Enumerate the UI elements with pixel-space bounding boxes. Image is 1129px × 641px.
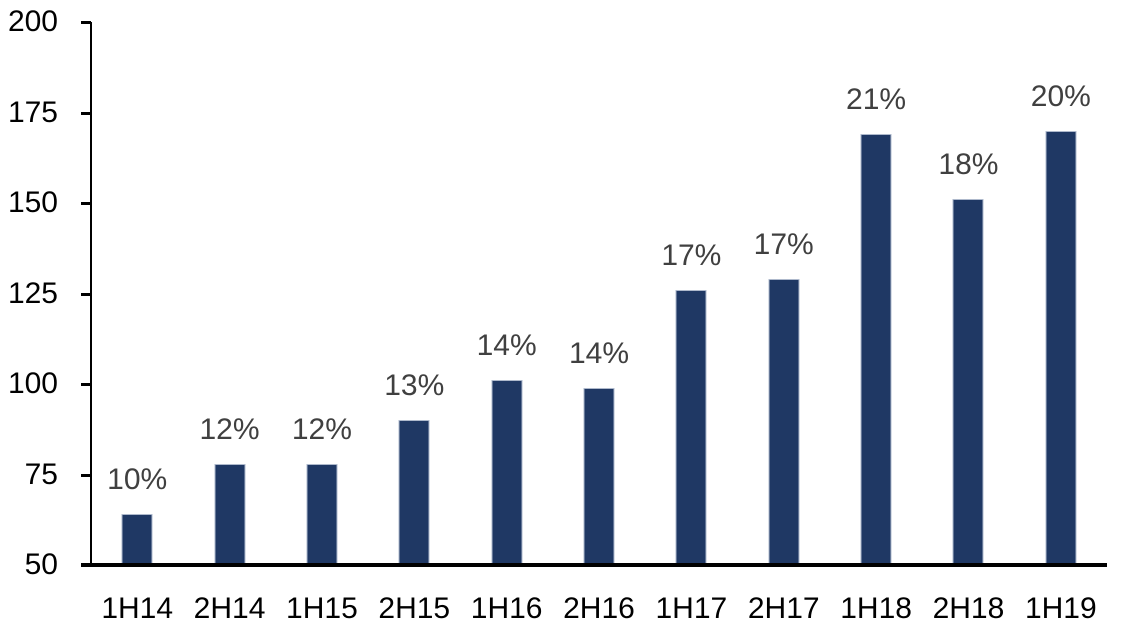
bar-1H16 xyxy=(491,380,523,565)
x-axis-label-1H14: 1H14 xyxy=(101,592,174,625)
bar-2H15 xyxy=(398,420,430,565)
bar-group-1H18: 21% xyxy=(830,22,922,565)
bar-value-label: 17% xyxy=(753,228,814,262)
bar-value-label: 14% xyxy=(476,329,537,363)
bar-value-label: 17% xyxy=(661,238,722,272)
bar-group-1H16: 14% xyxy=(460,22,552,565)
bar-group-2H16: 14% xyxy=(553,22,645,565)
bar-1H17 xyxy=(675,289,707,565)
y-axis-label: 150 xyxy=(7,186,58,219)
y-axis-line xyxy=(90,22,92,567)
y-axis-tick-mark xyxy=(81,474,91,477)
y-axis-tick-mark xyxy=(81,293,91,296)
y-axis-tick-mark xyxy=(81,202,91,205)
bar-value-label: 21% xyxy=(846,83,907,117)
bar-value-label: 18% xyxy=(938,148,999,182)
x-axis-label-2H14: 2H14 xyxy=(193,592,266,625)
bar-2H14 xyxy=(214,463,246,565)
bar-group-1H19: 20% xyxy=(1015,22,1107,565)
bar-value-label: 12% xyxy=(199,412,260,446)
bar-2H18 xyxy=(952,199,984,565)
bar-value-label: 13% xyxy=(384,369,445,403)
bar-1H19 xyxy=(1045,130,1077,565)
bar-group-1H17: 17% xyxy=(645,22,737,565)
bar-group-2H15: 13% xyxy=(368,22,460,565)
x-axis-label-1H16: 1H16 xyxy=(470,592,543,625)
bar-group-1H14: 10% xyxy=(91,22,183,565)
x-axis-label-1H19: 1H19 xyxy=(1024,592,1097,625)
y-axis-label: 100 xyxy=(7,367,58,400)
x-axis-label-2H15: 2H15 xyxy=(378,592,451,625)
x-axis-label-2H18: 2H18 xyxy=(932,592,1005,625)
y-axis-label: 175 xyxy=(7,95,58,129)
bar-group-2H18: 18% xyxy=(922,22,1014,565)
y-axis-tick-mark xyxy=(81,383,91,386)
x-axis-label-1H18: 1H18 xyxy=(840,592,912,625)
bar-group-2H14: 12% xyxy=(183,22,275,565)
bar-1H18 xyxy=(860,134,892,565)
y-axis-label: 75 xyxy=(24,457,58,491)
y-axis-label: 200 xyxy=(7,5,58,38)
bar-value-label: 20% xyxy=(1030,79,1091,113)
y-axis-tick-mark xyxy=(81,112,91,115)
bar-1H14 xyxy=(121,514,153,565)
x-axis-label-2H17: 2H17 xyxy=(747,592,820,625)
bar-value-label: 12% xyxy=(291,412,352,446)
y-axis-tick-labels: 200 175 150 125 100 75 50 xyxy=(0,0,60,641)
y-axis-label: 125 xyxy=(7,276,58,310)
bar-2H16 xyxy=(583,387,615,565)
bar-1H15 xyxy=(306,463,338,565)
y-axis-tick-mark xyxy=(81,21,91,24)
x-axis-label-2H16: 2H16 xyxy=(563,592,635,625)
bar-value-label: 14% xyxy=(568,336,629,370)
bar-2H17 xyxy=(768,279,800,565)
y-axis-label: 50 xyxy=(24,548,58,581)
bar-value-label: 10% xyxy=(107,463,168,497)
x-axis-line xyxy=(81,563,1107,567)
x-axis-label-1H15: 1H15 xyxy=(286,592,358,625)
bar-group-1H15: 12% xyxy=(276,22,368,565)
bar-group-2H17: 17% xyxy=(738,22,830,565)
x-axis-label-1H17: 1H17 xyxy=(655,592,728,625)
